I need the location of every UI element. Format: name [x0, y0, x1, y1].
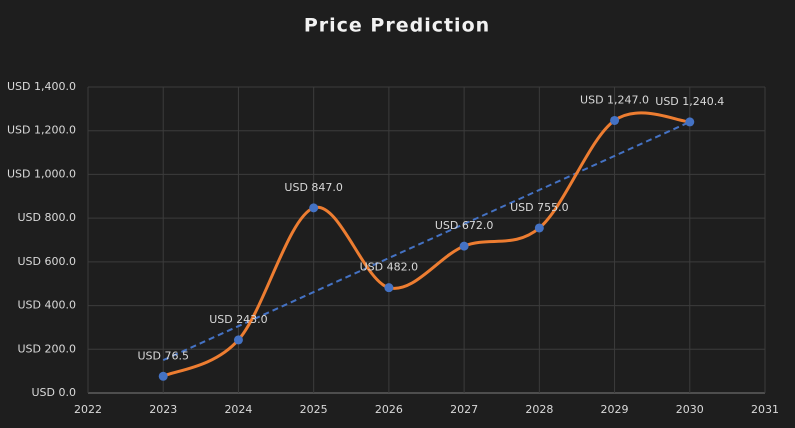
chart-title: Price Prediction — [304, 15, 490, 37]
data-label: USD 672.0 — [435, 219, 494, 232]
x-tick-label: 2026 — [375, 403, 403, 416]
marker — [384, 283, 394, 293]
marker — [309, 203, 319, 213]
x-tick-label: 2022 — [74, 403, 102, 416]
x-tick-label: 2027 — [450, 403, 478, 416]
x-tick-label: 2031 — [751, 403, 779, 416]
data-label: USD 755.0 — [510, 201, 569, 214]
data-label: USD 76.5 — [137, 349, 189, 362]
data-label: USD 1,247.0 — [580, 93, 649, 106]
marker — [459, 241, 469, 251]
y-tick-label: USD 800.0 — [18, 211, 77, 224]
marker — [534, 223, 544, 233]
x-tick-label: 2029 — [601, 403, 629, 416]
y-tick-label: USD 600.0 — [18, 255, 77, 268]
marker — [233, 335, 243, 345]
x-tick-label: 2024 — [224, 403, 252, 416]
x-tick-label: 2028 — [525, 403, 553, 416]
y-tick-label: USD 1,000.0 — [7, 167, 76, 180]
trendline — [162, 120, 691, 362]
marker — [158, 371, 168, 381]
marker — [610, 115, 620, 125]
y-tick-label: USD 1,400.0 — [7, 80, 76, 93]
y-tick-label: USD 0.0 — [32, 386, 77, 399]
y-tick-label: USD 200.0 — [18, 342, 77, 355]
x-tick-label: 2030 — [676, 403, 704, 416]
marker — [685, 117, 695, 127]
data-label: USD 847.0 — [284, 181, 343, 194]
x-tick-label: 2023 — [149, 403, 177, 416]
x-tick-label: 2025 — [300, 403, 328, 416]
y-tick-label: USD 1,200.0 — [7, 124, 76, 137]
y-tick-label: USD 400.0 — [18, 299, 77, 312]
data-label: USD 482.0 — [360, 261, 419, 274]
line — [162, 111, 690, 378]
data-label: USD 243.0 — [209, 313, 268, 326]
data-label: USD 1,240.4 — [655, 95, 724, 108]
